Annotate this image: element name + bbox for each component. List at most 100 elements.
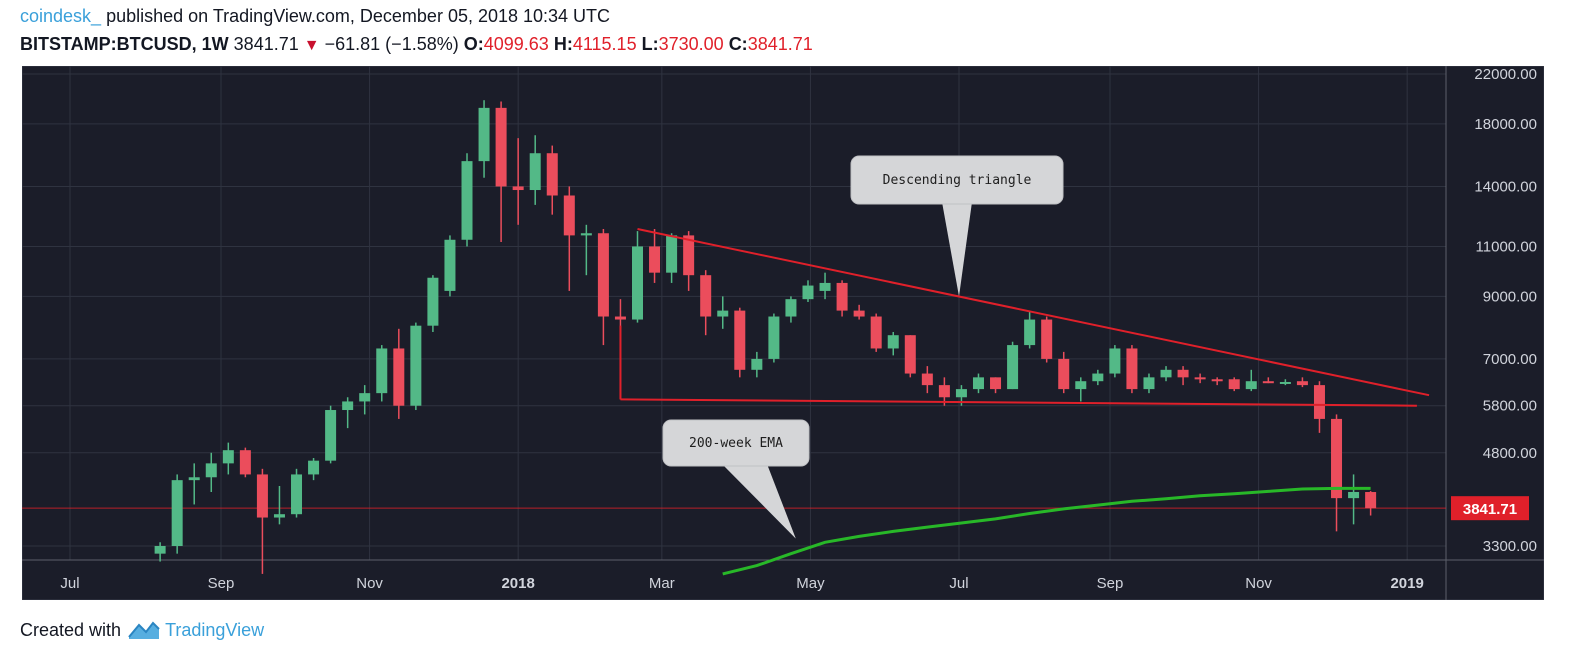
chart-frame[interactable]: Descending triangle 200-week EMA 22000.00 1… — [21, 65, 1545, 601]
candle-body[interactable] — [444, 239, 456, 291]
candle-body[interactable] — [171, 480, 183, 546]
candle-body[interactable] — [955, 389, 967, 398]
candle-body[interactable] — [870, 316, 882, 349]
time-axis-label: Sep — [208, 575, 235, 592]
candle-body[interactable] — [597, 233, 609, 317]
publish-line: coindesk_ published on TradingView.com, … — [20, 6, 610, 27]
candle-body[interactable] — [1041, 319, 1053, 359]
close-value: 3841.71 — [747, 34, 813, 54]
candle-body[interactable] — [1075, 381, 1087, 390]
candle-body[interactable] — [154, 546, 166, 554]
low-value: 3730.00 — [658, 34, 724, 54]
trendline-lower[interactable] — [620, 398, 1417, 407]
candle-body[interactable] — [836, 282, 848, 311]
descending-triangle-callout-text: Descending triangle — [883, 173, 1032, 188]
candle-body[interactable] — [700, 275, 712, 317]
candle-body[interactable] — [1058, 358, 1070, 390]
price-chart[interactable]: Descending triangle 200-week EMA 22000.00 1… — [21, 65, 1545, 601]
price-axis-label: 14000.00 — [1474, 178, 1537, 195]
candle-body[interactable] — [239, 450, 251, 475]
candle-body[interactable] — [376, 348, 388, 394]
candle-body[interactable] — [427, 277, 439, 326]
candle-body[interactable] — [1092, 373, 1104, 382]
candle-body[interactable] — [478, 107, 490, 162]
candle-body[interactable] — [1296, 381, 1308, 386]
candle-body[interactable] — [188, 477, 200, 481]
candle-body[interactable] — [1331, 418, 1343, 499]
candle-body[interactable] — [529, 153, 541, 191]
candle-body[interactable] — [1160, 369, 1172, 378]
candle-body[interactable] — [222, 450, 234, 464]
candle-body[interactable] — [580, 233, 592, 236]
candle-body[interactable] — [205, 463, 217, 478]
candle-body[interactable] — [273, 514, 285, 518]
candle-body[interactable] — [1279, 381, 1291, 384]
candle-body[interactable] — [325, 410, 337, 461]
candle-body[interactable] — [563, 195, 575, 236]
time-axis-label: Sep — [1097, 575, 1124, 592]
candle-body[interactable] — [1109, 348, 1121, 374]
candle-body[interactable] — [1177, 369, 1189, 378]
candle-body[interactable] — [1211, 379, 1223, 382]
candle-body[interactable] — [853, 310, 865, 317]
candle-body[interactable] — [359, 393, 371, 402]
candle-body[interactable] — [1007, 345, 1019, 390]
candle-body[interactable] — [921, 373, 933, 386]
candle-body[interactable] — [1024, 319, 1036, 346]
candle-body[interactable] — [1228, 379, 1240, 390]
trendline-upper[interactable] — [637, 228, 1430, 397]
price-axis-label: 18000.00 — [1474, 116, 1537, 133]
candle-body[interactable] — [819, 282, 831, 291]
candle-body[interactable] — [1262, 381, 1274, 384]
candle-body[interactable] — [1143, 377, 1155, 390]
candle-body[interactable] — [410, 325, 422, 406]
candle-body[interactable] — [342, 401, 354, 411]
candle-body[interactable] — [1348, 491, 1360, 499]
time-axis-label: Jul — [949, 575, 968, 592]
candle-body[interactable] — [393, 348, 405, 406]
descending-triangle-callout-box[interactable] — [850, 155, 1064, 205]
candle-body[interactable] — [291, 474, 303, 515]
candle-body[interactable] — [904, 335, 916, 374]
candle-body[interactable] — [938, 385, 950, 398]
candle-body[interactable] — [887, 335, 899, 349]
footer: Created with TradingView — [20, 619, 264, 641]
ema-callout-box[interactable] — [662, 419, 810, 467]
ema-callout-pointer — [722, 464, 796, 539]
candle-body[interactable] — [461, 161, 473, 240]
candle-body[interactable] — [1245, 381, 1257, 390]
candle-body[interactable] — [1313, 385, 1325, 419]
candle-body[interactable] — [785, 299, 797, 317]
candle-body[interactable] — [683, 235, 695, 276]
candle-body[interactable] — [666, 235, 678, 273]
last-price: 3841.71 — [233, 34, 299, 54]
price-axis-label: 4800.00 — [1483, 445, 1537, 462]
candle-body[interactable] — [1365, 492, 1377, 509]
candle-body[interactable] — [1194, 377, 1206, 380]
candle-body[interactable] — [1126, 348, 1138, 390]
candle-body[interactable] — [768, 316, 780, 359]
low-label: L: — [641, 34, 659, 54]
price-axis-label: 11000.00 — [1476, 238, 1537, 255]
candle-body[interactable] — [614, 316, 626, 320]
candle-body[interactable] — [256, 474, 268, 518]
candle-body[interactable] — [308, 460, 320, 475]
candle-body[interactable] — [717, 310, 729, 317]
tradingview-brand-link[interactable]: TradingView — [165, 619, 265, 640]
candle-body[interactable] — [751, 358, 763, 370]
author-link[interactable]: coindesk_ — [20, 6, 102, 26]
candle-body[interactable] — [512, 186, 524, 191]
candle-body[interactable] — [734, 310, 746, 370]
candle-body[interactable] — [802, 285, 814, 300]
candle-body[interactable] — [990, 377, 1002, 390]
descending-triangle-callout-pointer — [942, 202, 972, 297]
candle-body[interactable] — [649, 246, 661, 273]
candle-body[interactable] — [972, 377, 984, 390]
price-axis-label: 3300.00 — [1483, 538, 1537, 555]
candle-body[interactable] — [631, 246, 643, 320]
candle-body[interactable] — [546, 153, 558, 196]
ema-callout-text: 200-week EMA — [689, 436, 783, 451]
tradingview-logo-icon — [128, 621, 160, 639]
candle-body[interactable] — [495, 107, 507, 187]
time-axis-label: May — [796, 575, 825, 592]
